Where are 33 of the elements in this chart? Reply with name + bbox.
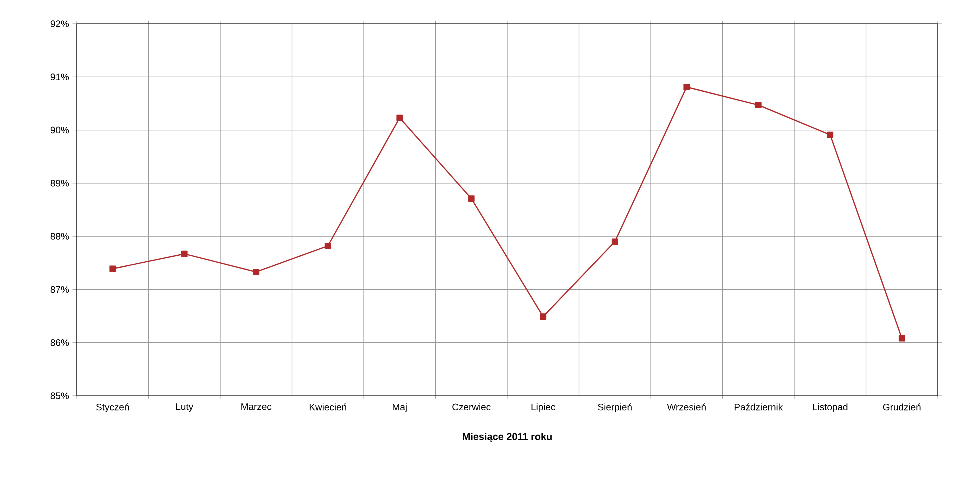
point bbox=[540, 314, 547, 320]
point bbox=[324, 242, 332, 250]
y-tick-label: 91% bbox=[50, 74, 70, 80]
point bbox=[612, 238, 618, 246]
x-tick-label: Październik bbox=[734, 404, 784, 411]
point bbox=[755, 102, 762, 108]
x-tick-label: Marzec bbox=[242, 404, 272, 410]
x-tick-label: Czerwiec bbox=[452, 404, 491, 411]
point bbox=[684, 84, 690, 90]
point bbox=[827, 132, 834, 138]
point bbox=[396, 114, 404, 122]
y-tick-label: 87% bbox=[50, 286, 70, 294]
point bbox=[468, 196, 475, 202]
y-tick-label: 85% bbox=[50, 392, 70, 400]
point bbox=[898, 335, 906, 342]
y-tick-label: 86% bbox=[50, 340, 70, 346]
y-tick-label: 89% bbox=[50, 180, 70, 187]
x-tick-label: Kwiecień bbox=[310, 404, 346, 411]
x-axis-title: Miesiące 2011 roku bbox=[463, 433, 552, 442]
point bbox=[181, 250, 188, 258]
x-tick-label: Maj bbox=[393, 404, 407, 412]
y-tick-label: 90% bbox=[50, 126, 70, 134]
x-tick-label: Styczeń bbox=[96, 404, 130, 413]
x-tick-label: Lipiec bbox=[532, 404, 556, 412]
y-tick-label: 92% bbox=[50, 20, 70, 28]
y-tick-label: 88% bbox=[50, 233, 70, 240]
point bbox=[110, 266, 116, 272]
x-tick-label: Wrzesień bbox=[667, 404, 706, 411]
x-tick-label: Sierpień bbox=[598, 404, 632, 413]
point bbox=[253, 268, 260, 276]
x-tick-label: Grudzień bbox=[883, 404, 921, 411]
x-tick-label: Luty bbox=[176, 404, 194, 412]
x-tick-label: Listopad bbox=[813, 404, 848, 412]
